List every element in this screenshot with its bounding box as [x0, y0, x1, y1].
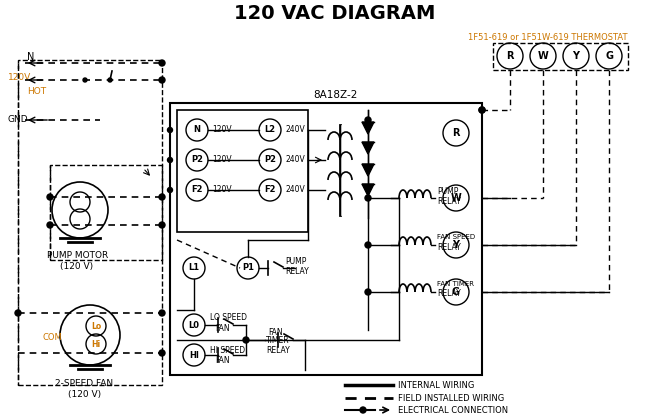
Text: GND: GND	[8, 116, 29, 124]
Text: COM: COM	[42, 333, 62, 341]
Circle shape	[83, 78, 87, 82]
Text: ELECTRICAL CONNECTION: ELECTRICAL CONNECTION	[398, 406, 508, 414]
Text: FAN TIMER: FAN TIMER	[437, 281, 474, 287]
Text: HI: HI	[189, 351, 199, 360]
Text: PUMP: PUMP	[437, 187, 458, 197]
Text: 240V: 240V	[285, 186, 305, 194]
Circle shape	[159, 77, 165, 83]
Circle shape	[479, 107, 485, 113]
Text: FAN SPEED: FAN SPEED	[437, 234, 475, 240]
Text: RELAY: RELAY	[285, 266, 309, 276]
Text: P1: P1	[242, 264, 254, 272]
Polygon shape	[362, 184, 374, 196]
Text: G: G	[452, 287, 460, 297]
Bar	[170, 103, 482, 375]
Text: FAN: FAN	[215, 323, 230, 333]
Circle shape	[365, 117, 371, 123]
Circle shape	[159, 350, 165, 356]
Polygon shape	[362, 142, 374, 154]
Circle shape	[168, 127, 172, 132]
Text: Hi: Hi	[91, 339, 100, 349]
Circle shape	[365, 289, 371, 295]
Circle shape	[159, 310, 165, 316]
Text: R: R	[507, 51, 514, 61]
Text: HI SPEED: HI SPEED	[210, 346, 245, 354]
Text: PUMP MOTOR: PUMP MOTOR	[47, 251, 109, 261]
Bar	[493, 43, 628, 70]
Text: (120 V): (120 V)	[60, 262, 93, 272]
Circle shape	[159, 194, 165, 200]
Circle shape	[365, 195, 371, 201]
Circle shape	[168, 158, 172, 163]
Text: L2: L2	[265, 126, 275, 134]
Bar	[18, 60, 162, 385]
Text: 240V: 240V	[285, 126, 305, 134]
Circle shape	[365, 242, 371, 248]
Text: F2: F2	[191, 186, 203, 194]
Text: Y: Y	[452, 240, 460, 250]
Text: 120V: 120V	[212, 186, 232, 194]
Text: 120V: 120V	[212, 155, 232, 165]
Text: RELAY: RELAY	[437, 197, 461, 207]
Text: FIELD INSTALLED WIRING: FIELD INSTALLED WIRING	[398, 393, 505, 403]
Text: W: W	[537, 51, 548, 61]
Text: 2-SPEED FAN: 2-SPEED FAN	[55, 378, 113, 388]
Text: L0: L0	[188, 321, 200, 329]
Text: 120V: 120V	[212, 126, 232, 134]
Circle shape	[47, 222, 53, 228]
Circle shape	[159, 60, 165, 66]
Text: HOT: HOT	[27, 86, 46, 96]
Circle shape	[159, 222, 165, 228]
Circle shape	[108, 78, 112, 82]
Text: FAN: FAN	[215, 355, 230, 365]
Text: L1: L1	[188, 264, 200, 272]
Text: R: R	[452, 128, 460, 138]
Circle shape	[243, 337, 249, 343]
Text: TIMER: TIMER	[266, 336, 289, 344]
Text: P2: P2	[264, 155, 276, 165]
Bar	[177, 110, 308, 232]
Text: 8A18Z-2: 8A18Z-2	[313, 90, 357, 100]
Text: (120 V): (120 V)	[68, 390, 101, 398]
Text: F2: F2	[264, 186, 276, 194]
Text: W: W	[451, 193, 462, 203]
Circle shape	[360, 407, 366, 413]
Text: N: N	[194, 126, 200, 134]
Text: PUMP: PUMP	[285, 256, 306, 266]
Text: RELAY: RELAY	[437, 290, 461, 298]
Text: INTERNAL WIRING: INTERNAL WIRING	[398, 380, 474, 390]
Text: N: N	[27, 52, 34, 62]
Polygon shape	[362, 164, 374, 176]
Circle shape	[47, 194, 53, 200]
Circle shape	[15, 310, 21, 316]
Polygon shape	[362, 122, 374, 134]
Circle shape	[479, 107, 485, 113]
Text: Y: Y	[572, 51, 580, 61]
Text: LO SPEED: LO SPEED	[210, 313, 247, 323]
Text: 120V: 120V	[8, 72, 31, 82]
Circle shape	[168, 187, 172, 192]
Text: 120 VAC DIAGRAM: 120 VAC DIAGRAM	[234, 5, 436, 23]
Text: P2: P2	[191, 155, 203, 165]
Text: Lo: Lo	[91, 321, 101, 331]
Bar	[50, 165, 162, 260]
Text: G: G	[605, 51, 613, 61]
Text: 1F51-619 or 1F51W-619 THERMOSTAT: 1F51-619 or 1F51W-619 THERMOSTAT	[468, 33, 628, 41]
Text: FAN: FAN	[268, 328, 283, 336]
Text: RELAY: RELAY	[266, 346, 289, 354]
Text: RELAY: RELAY	[437, 243, 461, 251]
Text: 240V: 240V	[285, 155, 305, 165]
